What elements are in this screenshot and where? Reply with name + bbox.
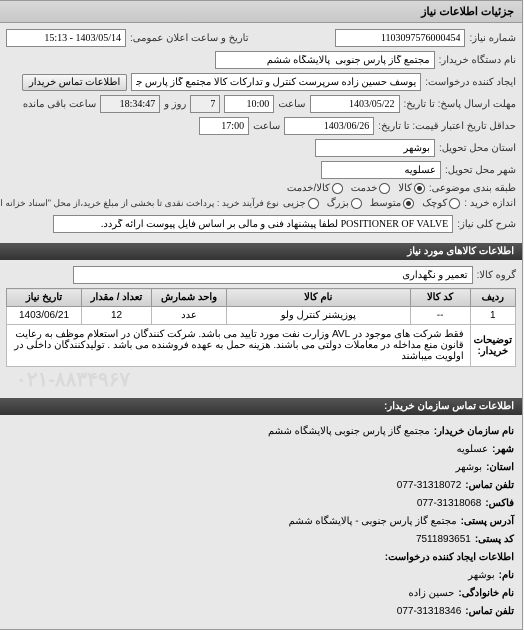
family-value: حسین زاده — [410, 585, 456, 603]
contact-section: نام سازمان خریدار:مجتمع گاز پارس جنوبی پ… — [1, 415, 523, 629]
delivery-city-label: شهر محل تحویل: — [446, 165, 517, 176]
validity-label: حداقل تاریخ اعتبار قیمت: تا تاریخ: — [379, 121, 517, 132]
notes-row: توضیحات خریدار: فقط شرکت های موجود در AV… — [8, 325, 517, 367]
group-label: گروه کالا: — [478, 270, 517, 281]
delivery-state-input[interactable] — [316, 139, 436, 157]
buyer-input[interactable] — [216, 51, 436, 69]
radio-icon — [333, 183, 344, 194]
cell-date: 1403/06/21 — [8, 307, 83, 325]
time-remain-input — [101, 95, 161, 113]
th-code: کد کالا — [411, 289, 471, 307]
cell-unit: عدد — [153, 307, 228, 325]
deadline-label: مهلت ارسال پاسخ: تا تاریخ: — [405, 99, 517, 110]
days-remain-input — [191, 95, 221, 113]
req-no-input[interactable] — [336, 29, 466, 47]
cell-idx: 1 — [471, 307, 516, 325]
postal-label: کد پستی: — [476, 531, 515, 549]
th-row: ردیف — [471, 289, 516, 307]
desc-label: شرح کلی نیاز: — [458, 219, 517, 230]
radio-icon — [380, 183, 391, 194]
addr-value: مجتمع گاز پارس جنوبی - پالایشگاه ششم — [290, 513, 458, 531]
time-label-2: ساعت — [254, 121, 281, 132]
contact-section-title: اطلاعات تماس سازمان خریدار: — [1, 398, 523, 415]
time-label-1: ساعت — [279, 99, 306, 110]
cell-name: پوزیشنر کنترل ولو — [228, 307, 412, 325]
name-label: نام: — [500, 567, 515, 585]
province-value: بوشهر — [457, 459, 483, 477]
tel2-value: 077-31318346 — [398, 603, 463, 621]
notes-label: توضیحات خریدار: — [471, 325, 516, 367]
buyer-label: نام دستگاه خریدار: — [440, 55, 517, 66]
radio-icon — [404, 198, 415, 209]
radio-icon — [415, 183, 426, 194]
family-label: نام خانوادگی: — [459, 585, 515, 603]
name-value: بوشهر — [469, 567, 495, 585]
notes-text: فقط شرکت های موجود در AVL وزارت نفت مورد… — [8, 325, 472, 367]
size-option-0[interactable]: کوچک — [423, 198, 461, 209]
time-remain-label: ساعت باقی مانده — [24, 99, 97, 110]
fax-label: فاکس: — [486, 495, 515, 513]
addr-label: آدرس پستی: — [462, 513, 515, 531]
announce-input[interactable] — [7, 29, 127, 47]
th-unit: واحد شمارش — [153, 289, 228, 307]
size-option-1[interactable]: متوسط — [371, 198, 415, 209]
group-input[interactable] — [74, 266, 474, 284]
desc-input[interactable] — [54, 215, 454, 233]
postal-value: 7511893651 — [417, 531, 472, 549]
goods-section-title: اطلاعات کالاهای مورد نیاز — [1, 243, 523, 260]
province-label: استان: — [487, 459, 515, 477]
th-qty: تعداد / مقدار — [83, 289, 153, 307]
phone-value: 077-31318072 — [398, 477, 463, 495]
radio-icon — [352, 198, 363, 209]
table-row[interactable]: 1 -- پوزیشنر کنترل ولو عدد 12 1403/06/21 — [8, 307, 517, 325]
validity-time-input[interactable] — [200, 117, 250, 135]
days-remain-label: روز و — [165, 99, 187, 110]
announce-label: تاریخ و ساعت اعلان عمومی: — [131, 33, 250, 44]
size-option-2[interactable]: بزرگ — [328, 198, 363, 209]
fax-value: 077-31318068 — [418, 495, 483, 513]
pkg-option-2[interactable]: کالا/خدمت — [288, 183, 344, 194]
th-date: تاریخ نیاز — [8, 289, 83, 307]
tel2-label: تلفن تماس: — [466, 603, 515, 621]
creator-label: ایجاد کننده درخواست: — [426, 77, 517, 88]
org-value: مجتمع گاز پارس جنوبی پالایشگاه ششم — [269, 423, 431, 441]
cell-qty: 12 — [83, 307, 153, 325]
goods-table: ردیف کد کالا نام کالا واحد شمارش تعداد /… — [7, 288, 517, 367]
main-panel: جزئیات اطلاعات نیاز شماره نیاز: تاریخ و … — [0, 0, 524, 630]
form-body: شماره نیاز: تاریخ و ساعت اعلان عمومی: نا… — [1, 23, 523, 243]
deadline-date-input[interactable] — [311, 95, 401, 113]
req-no-label: شماره نیاز: — [470, 33, 517, 44]
creator-input[interactable] — [132, 73, 422, 91]
pkg-option-1[interactable]: خدمت — [352, 183, 392, 194]
pkg-label: طبقه بندی موضوعی: — [430, 183, 517, 194]
pkg-option-0[interactable]: کالا — [399, 183, 426, 194]
phone-label: تلفن تماس: — [466, 477, 515, 495]
contact-info-button[interactable]: اطلاعات تماس خریدار — [23, 74, 128, 91]
bg-phone-watermark: ۰۲۱-۸۸۳۴۹۶۷ — [7, 367, 517, 392]
cell-code: -- — [411, 307, 471, 325]
deadline-time-input[interactable] — [225, 95, 275, 113]
city-value: عسلویه — [458, 441, 490, 459]
delivery-state-label: استان محل تحویل: — [440, 143, 517, 154]
org-label: نام سازمان خریدار: — [435, 423, 515, 441]
radio-icon — [450, 198, 461, 209]
pkg-radio-group: کالا خدمت کالا/خدمت — [288, 183, 426, 194]
delivery-city-input[interactable] — [322, 161, 442, 179]
radio-icon — [309, 198, 320, 209]
validity-date-input[interactable] — [285, 117, 375, 135]
size-radio-group: کوچک متوسط بزرگ جزیی — [284, 198, 461, 209]
size-option-3[interactable]: جزیی — [284, 198, 320, 209]
city-label: شهر: — [493, 441, 515, 459]
process-text: نوع فرآیند خرید : پرداخت نقدی تا بخشی از… — [0, 198, 280, 209]
req-creator-label: اطلاعات ایجاد کننده درخواست: — [386, 549, 515, 567]
panel-title: جزئیات اطلاعات نیاز — [1, 1, 523, 23]
size-label: اندازه خرید : — [465, 198, 517, 209]
th-name: نام کالا — [228, 289, 412, 307]
